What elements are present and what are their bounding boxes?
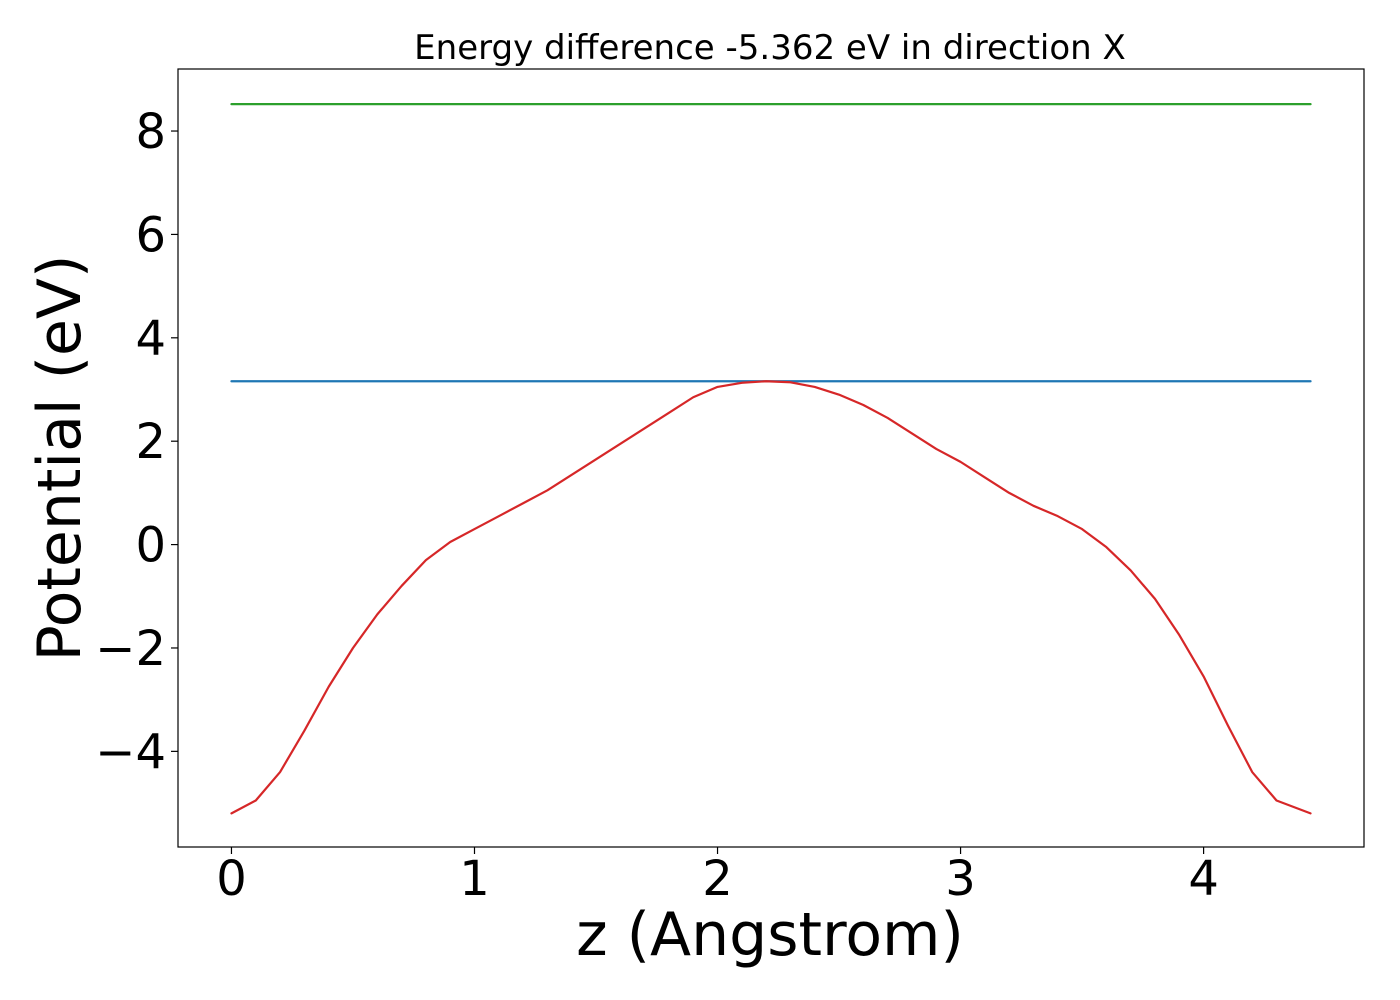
- x-tick-label: 3: [945, 851, 976, 907]
- x-tick-label: 0: [216, 851, 247, 907]
- x-tick-label: 2: [702, 851, 733, 907]
- y-axis-label: Potential (eV): [25, 255, 95, 662]
- potential-curve: [230, 380, 1312, 815]
- y-tick-label: −4: [95, 724, 166, 780]
- y-tick-label: 6: [135, 207, 166, 263]
- y-tick-label: 2: [135, 414, 166, 470]
- x-axis-label: z (Angstrom): [576, 900, 964, 970]
- y-tick-label: 4: [135, 311, 166, 367]
- y-tick-label: 0: [135, 518, 166, 574]
- series-layer: [230, 103, 1312, 815]
- x-axis: 0 1 2 3 4: [216, 847, 1219, 907]
- x-tick-label: 4: [1188, 851, 1219, 907]
- x-tick-label: 1: [459, 851, 490, 907]
- plot-frame: [177, 68, 1365, 848]
- y-tick-label: −2: [95, 621, 166, 677]
- y-axis: −4 −2 0 2 4 6 8: [95, 104, 178, 780]
- chart-title: Energy difference -5.362 eV in direction…: [414, 28, 1126, 68]
- y-tick-label: 8: [135, 104, 166, 160]
